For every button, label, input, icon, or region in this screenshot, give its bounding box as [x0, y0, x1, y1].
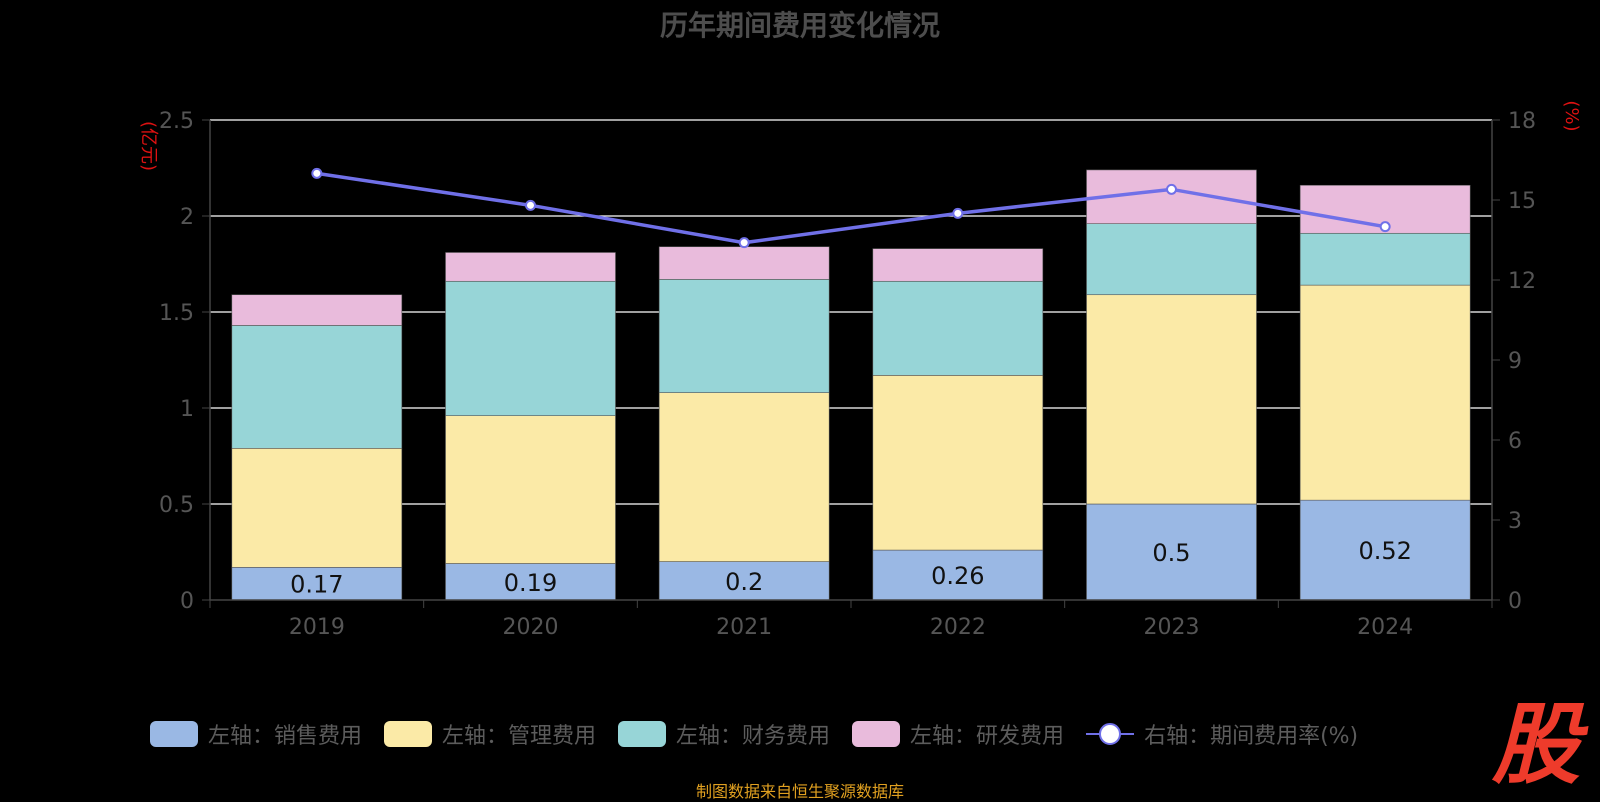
rate-point [311, 167, 323, 179]
legend-item-rate[interactable]: 右轴：期间费用率(%) [1086, 718, 1358, 750]
bar-segment-1-2021 [658, 392, 830, 562]
y-left-tick-label: 0.5 [159, 493, 194, 518]
legend-item-finance[interactable]: 左轴：财务费用 [618, 718, 830, 750]
bar-data-label: 0.17 [290, 571, 343, 599]
y-right-unit: (%) [1561, 100, 1582, 131]
bar-segment-2-2022 [872, 280, 1044, 376]
bar-segment-2-2020 [445, 280, 616, 416]
rate-point [525, 199, 536, 211]
x-tick-label: 2019 [289, 615, 345, 640]
legend-item-admin[interactable]: 左轴：管理费用 [384, 718, 596, 750]
legend-label-rnd: 左轴：研发费用 [910, 724, 1065, 749]
y-right-tick-label: 18 [1508, 109, 1536, 134]
rate-point [1166, 183, 1177, 195]
legend-swatch-rate [1086, 721, 1135, 747]
bar-segment-0-2024 [1299, 499, 1471, 601]
legend-label-admin: 左轴：管理费用 [442, 724, 597, 749]
legend-label-sales: 左轴：销售费用 [208, 724, 363, 749]
y-right-tick-label: 6 [1508, 429, 1522, 454]
y-right-tick-label: 0 [1508, 589, 1522, 614]
y-right-tick-label: 12 [1508, 269, 1536, 294]
bar-segment-1-2022 [872, 375, 1044, 551]
bar-segment-2-2019 [231, 325, 403, 449]
bar-segment-0-2023 [1086, 503, 1257, 601]
legend: 左轴：销售费用 左轴：管理费用 左轴：财务费用 左轴：研发费用 右轴：期间费用率… [150, 718, 1380, 750]
legend-label-finance: 左轴：财务费用 [676, 724, 831, 749]
legend-swatch-finance [618, 721, 667, 747]
bar-data-label: 0.52 [1358, 537, 1411, 565]
bar-data-label: 0.19 [504, 569, 557, 597]
bar-data-label: 0.26 [931, 562, 984, 590]
bar-segment-2-2023 [1086, 223, 1257, 296]
y-left-tick-label: 2 [180, 205, 194, 230]
bar-segment-2-2021 [658, 279, 830, 393]
bar-segment-3-2021 [658, 246, 830, 280]
y-left-tick-label: 2.5 [159, 109, 194, 134]
x-tick-label: 2021 [716, 615, 772, 640]
legend-item-sales[interactable]: 左轴：销售费用 [150, 718, 362, 750]
y-left-tick-label: 1.5 [159, 301, 194, 326]
bar-segment-1-2019 [231, 448, 403, 568]
bar-segment-3-2020 [445, 252, 616, 282]
y-right-tick-label: 15 [1508, 189, 1536, 214]
brand-logo: 股 [1492, 692, 1581, 796]
x-tick-label: 2024 [1357, 615, 1413, 640]
x-tick-label: 2023 [1144, 615, 1200, 640]
y-right-tick-label: 3 [1508, 509, 1522, 534]
bar-segment-0-2022 [872, 549, 1044, 601]
x-tick-label: 2020 [503, 615, 559, 640]
x-tick-label: 2022 [930, 615, 986, 640]
bar-segment-1-2024 [1299, 284, 1471, 501]
bar-segment-0-2019 [231, 567, 403, 601]
chart-title: 历年期间费用变化情况 [659, 9, 940, 42]
bar-data-label: 0.5 [1152, 539, 1190, 567]
rate-line [316, 171, 1386, 245]
bar-segment-1-2020 [445, 415, 616, 564]
rate-point [1379, 221, 1391, 233]
legend-swatch-admin [384, 721, 433, 747]
legend-swatch-sales [150, 721, 198, 747]
legend-item-rnd[interactable]: 左轴：研发费用 [852, 718, 1064, 750]
y-left-tick-label: 1 [180, 397, 194, 422]
rate-point [738, 237, 750, 249]
bar-segment-0-2021 [658, 561, 830, 601]
source-note: 制图数据来自恒生聚源数据库 [695, 782, 904, 801]
bar-data-label: 0.2 [725, 568, 763, 596]
bar-segment-2-2024 [1299, 232, 1471, 286]
bar-segment-1-2023 [1086, 294, 1257, 505]
bar-segment-3-2019 [231, 294, 403, 326]
legend-label-rate: 右轴：期间费用率(%) [1144, 724, 1359, 749]
y-left-unit: (亿元) [138, 121, 159, 171]
bar-segment-0-2020 [445, 563, 616, 601]
y-left-tick-label: 0 [180, 589, 194, 614]
bar-segment-3-2022 [872, 248, 1044, 282]
legend-swatch-rnd [852, 721, 901, 747]
rate-point [952, 207, 964, 219]
y-right-tick-label: 9 [1508, 349, 1522, 374]
